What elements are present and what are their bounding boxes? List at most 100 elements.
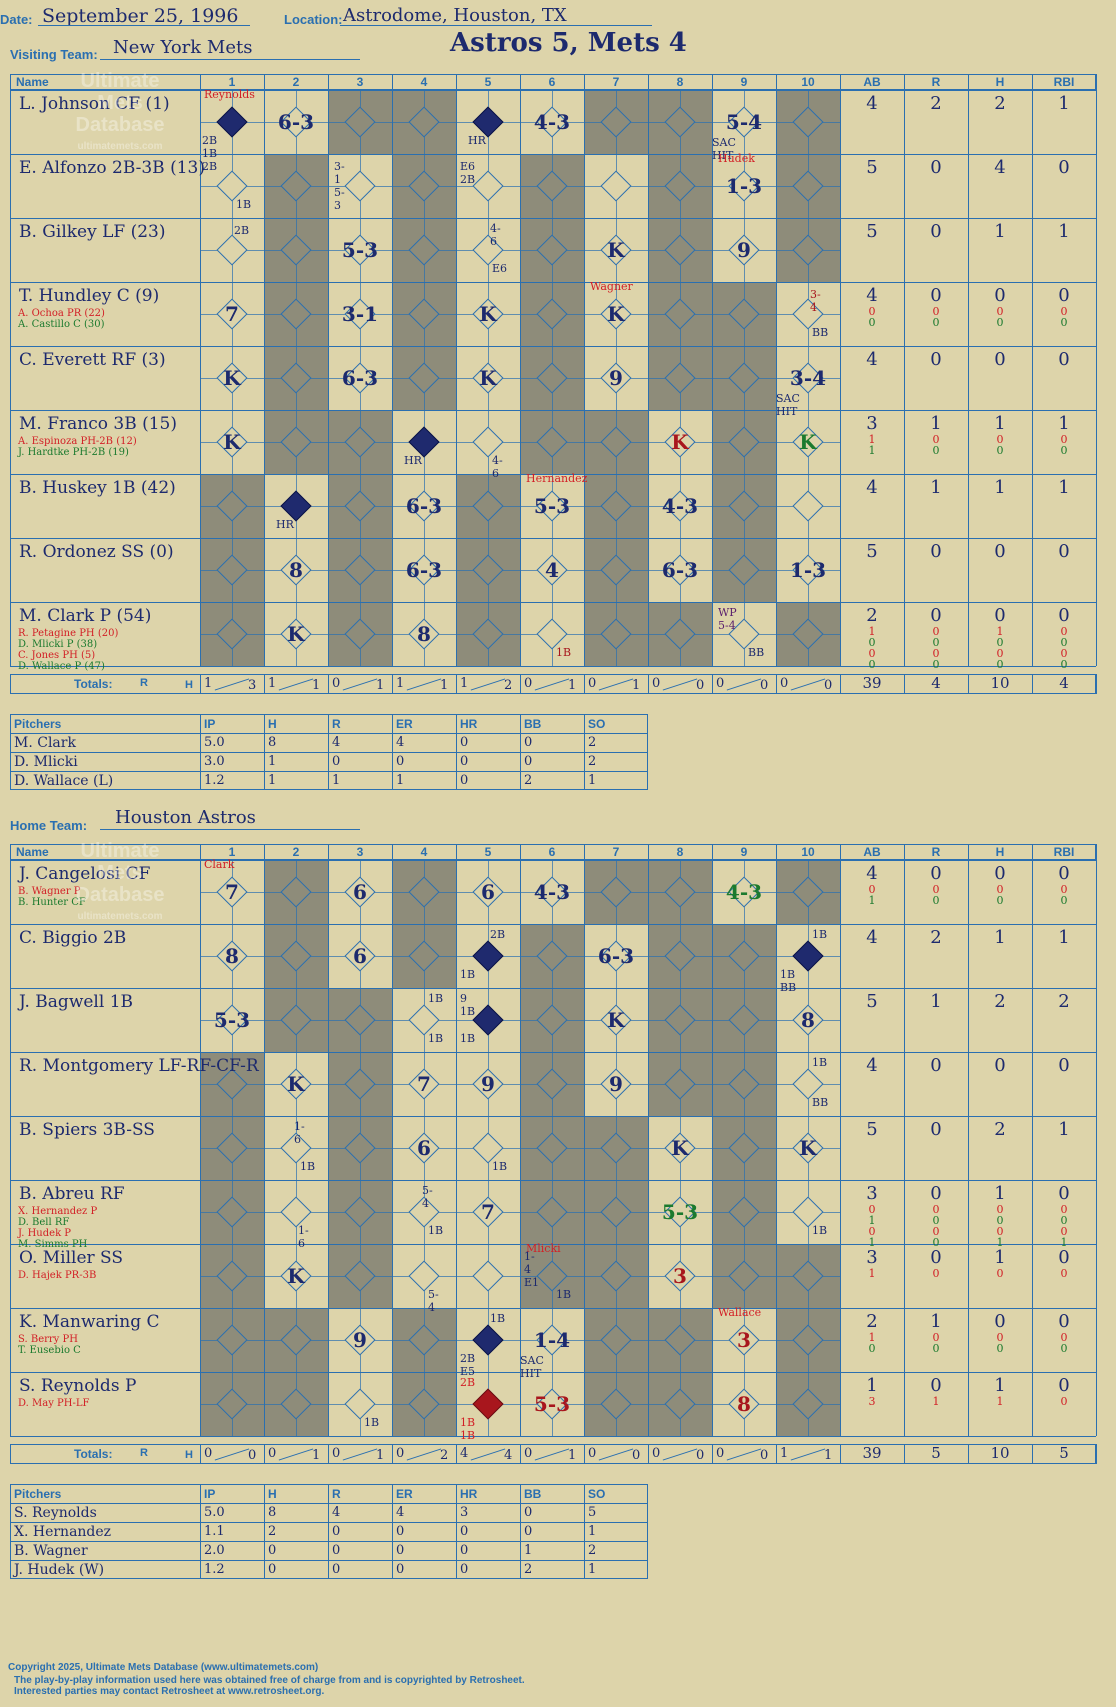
pitcher-stat: 0 — [396, 1524, 405, 1539]
at-bat-cell — [456, 1116, 520, 1180]
inning-hits: 1 — [440, 678, 449, 693]
player-stat-ab: 4 — [866, 1055, 878, 1076]
play-note: 2B — [460, 1376, 476, 1389]
at-bat-cell — [392, 1180, 456, 1244]
substitute-stat: 0 — [1060, 1225, 1068, 1238]
inning-runs: 1 — [268, 676, 277, 691]
base-diamond — [344, 554, 376, 586]
base-diamond — [280, 1324, 312, 1356]
play-note: 1B — [556, 1288, 572, 1301]
game-location: Astrodome, Houston, TX — [343, 5, 567, 26]
play-note: 1B — [812, 1224, 828, 1237]
play-result: 4-3 — [533, 880, 571, 904]
player-name: C. Biggio 2B — [19, 928, 127, 948]
inning-runs: 0 — [716, 676, 725, 691]
at-bat-cell — [264, 1116, 328, 1180]
substitute-stat: 0 — [1060, 636, 1068, 649]
at-bat-cell — [520, 90, 584, 154]
substitute-stat: 0 — [868, 1225, 876, 1238]
at-bat-cell — [328, 346, 392, 410]
pitcher-stat: 1 — [588, 1562, 597, 1577]
play-result: 8 — [737, 1392, 751, 1416]
player-stat-h: 0 — [994, 541, 1006, 562]
base-diamond — [344, 1004, 376, 1036]
base-diamond — [408, 234, 440, 266]
play-result: K — [287, 1264, 305, 1288]
totals-label: Totals: — [74, 1447, 113, 1461]
pitcher-col-header: ER — [396, 1487, 413, 1501]
base-diamond — [408, 106, 440, 138]
base-diamond — [792, 234, 824, 266]
base-diamond — [408, 170, 440, 202]
base-diamond — [280, 1004, 312, 1036]
play-note: 2B — [490, 928, 506, 941]
at-bat-cell — [712, 1180, 776, 1244]
substitute-stat: 1 — [868, 1214, 876, 1227]
play-result: 6-3 — [661, 558, 699, 582]
player-stat-r: 1 — [930, 1311, 942, 1332]
total-h: 10 — [990, 674, 1010, 692]
base-diamond — [472, 554, 504, 586]
pitcher-stat: 0 — [524, 735, 533, 750]
substitute-stat: 1 — [868, 444, 876, 457]
play-result: 7 — [225, 880, 239, 904]
pitcher-stat: 0 — [396, 1562, 405, 1577]
base-diamond — [728, 554, 760, 586]
at-bat-cell — [712, 924, 776, 988]
pitcher-stat: 0 — [460, 754, 469, 769]
player-stat-r: 0 — [930, 157, 942, 178]
at-bat-cell — [200, 860, 264, 924]
at-bat-cell — [392, 346, 456, 410]
base-diamond — [536, 170, 568, 202]
base-diamond — [664, 362, 696, 394]
watermark-line: Mets — [97, 92, 143, 114]
player-name: J. Cangelosi CF — [19, 864, 151, 884]
play-result: 3-1 — [341, 302, 379, 326]
substitute-stat: 0 — [1060, 305, 1068, 318]
play-note: Reynolds — [204, 88, 255, 101]
at-bat-cell — [456, 474, 520, 538]
base-diamond — [280, 362, 312, 394]
pitcher-stat: 0 — [460, 1524, 469, 1539]
player-stat-h: 1 — [994, 927, 1006, 948]
player-stat-h: 2 — [994, 991, 1006, 1012]
play-result: 6 — [481, 880, 495, 904]
player-stat-rbi: 1 — [1058, 221, 1070, 242]
player-stat-r: 0 — [930, 1119, 942, 1140]
substitute-stat: 0 — [932, 658, 940, 671]
pitcher-stat: 4 — [332, 1505, 341, 1520]
play-result: 3-4 — [789, 366, 827, 390]
play-result: K — [607, 238, 625, 262]
at-bat-cell — [264, 282, 328, 346]
base-diamond — [344, 1388, 376, 1420]
substitute-stat: 0 — [1060, 883, 1068, 896]
pitcher-name: J. Hudek (W) — [14, 1562, 105, 1578]
at-bat-cell — [264, 346, 328, 410]
base-diamond — [664, 1324, 696, 1356]
at-bat-cell — [776, 90, 840, 154]
player-name: M. Franco 3B (15) — [19, 414, 177, 434]
substitute-name: B. Wagner P — [18, 886, 81, 897]
base-diamond — [792, 1196, 824, 1228]
at-bat-cell — [392, 1372, 456, 1436]
visiting-label: Visiting Team: — [10, 47, 98, 62]
play-note: 5-4 — [428, 1288, 439, 1314]
inning-runs: 1 — [396, 676, 405, 691]
at-bat-cell — [328, 860, 392, 924]
at-bat-cell — [456, 860, 520, 924]
stat-header: AB — [863, 845, 881, 859]
pitcher-name: D. Wallace (L) — [14, 773, 114, 789]
footer-copyright: Copyright 2025, Ultimate Mets Database (… — [8, 1662, 319, 1673]
inning-runs: 0 — [332, 676, 341, 691]
at-bat-cell — [776, 1244, 840, 1308]
base-diamond — [344, 106, 376, 138]
base-diamond — [216, 170, 248, 202]
at-bat-cell — [712, 1372, 776, 1436]
play-note: Wagner — [590, 280, 633, 293]
inning-header: 1 — [228, 75, 236, 89]
at-bat-cell — [648, 860, 712, 924]
at-bat-cell — [520, 1116, 584, 1180]
pitcher-name: S. Reynolds — [14, 1505, 97, 1521]
at-bat-cell — [712, 90, 776, 154]
pitcher-col-header: IP — [204, 717, 216, 731]
